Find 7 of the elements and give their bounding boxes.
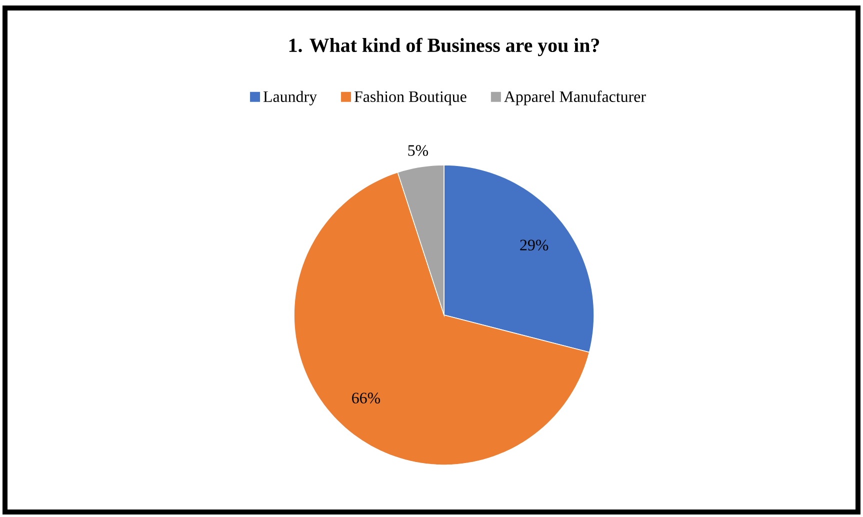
data-label: 66% [352, 392, 380, 404]
legend-label: Laundry [263, 90, 317, 106]
legend-label: Fashion Boutique [354, 90, 466, 106]
chart-title: 1. What kind of Business are you in? [289, 38, 600, 56]
data-label: 5% [408, 145, 428, 156]
data-label: 29% [520, 240, 548, 251]
legend-label: Apparel Manufacturer [504, 90, 646, 106]
